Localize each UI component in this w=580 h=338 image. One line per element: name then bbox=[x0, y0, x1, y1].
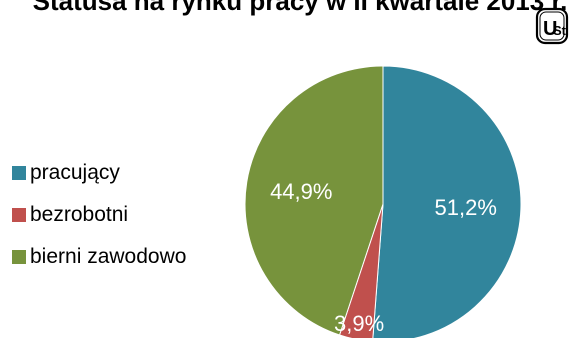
data-label-2: 44,9% bbox=[270, 179, 332, 204]
legend-item-pracujacy: pracujący bbox=[12, 152, 186, 194]
data-label-0: 51,2% bbox=[435, 195, 497, 220]
logo-icon: U St bbox=[535, 7, 569, 45]
legend-swatch bbox=[12, 250, 26, 264]
legend-item-bierni-zawodowo: bierni zawodowo bbox=[12, 236, 186, 278]
legend-swatch bbox=[12, 166, 26, 180]
pie-slice-0 bbox=[372, 65, 522, 338]
svg-text:St: St bbox=[553, 23, 567, 38]
legend-label: bierni zawodowo bbox=[30, 245, 187, 268]
legend-item-bezrobotni: bezrobotni bbox=[12, 194, 186, 236]
pie-slice-2 bbox=[244, 65, 384, 336]
legend-label: pracujący bbox=[30, 161, 120, 184]
legend-swatch bbox=[12, 208, 26, 222]
legend-label: bezrobotni bbox=[30, 203, 129, 226]
svg-text:U: U bbox=[543, 18, 557, 40]
chart-title: Statusa na rynku pracy w II kwartale 201… bbox=[32, 0, 568, 16]
legend: pracujący bezrobotni bierni zawodowo bbox=[12, 152, 186, 278]
data-label-1: 3,9% bbox=[334, 311, 384, 336]
